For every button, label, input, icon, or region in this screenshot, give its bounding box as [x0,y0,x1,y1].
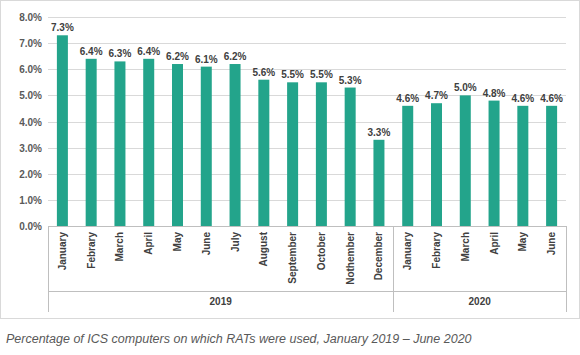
bar [86,59,97,226]
grid [48,18,566,227]
bars [57,35,557,226]
bar [373,140,384,226]
x-tick-label: June [546,232,557,256]
bar [57,35,68,226]
x-tick-label: December [373,232,384,280]
y-tick-label: 2.0% [19,169,42,180]
bar [201,67,212,226]
x-tick-label: May [172,232,183,252]
y-tick-label: 7.0% [19,38,42,49]
bar [489,101,500,226]
bar [431,103,442,226]
data-label: 6.2% [166,51,189,62]
x-axis [48,226,566,227]
x-tick-label: March [114,232,125,261]
x-tick-label: July [230,232,241,252]
bar [517,106,528,226]
x-tick-label: January [402,232,413,271]
data-label: 6.2% [224,51,247,62]
grid-line [48,43,566,44]
data-label: 4.6% [511,93,534,104]
data-label: 5.3% [339,75,362,86]
x-tick-label: May [517,232,528,252]
x-tick-label: Febrary [431,232,442,269]
bar [316,82,327,226]
grid-line [48,122,566,123]
data-label: 3.3% [368,127,391,138]
x-tick-label: January [57,232,68,271]
y-tick-label: 8.0% [19,12,42,23]
y-tick-label: 6.0% [19,64,42,75]
data-label: 6.4% [137,46,160,57]
x-tick-label: Nothember [345,232,356,285]
bar [258,80,269,226]
data-label: 5.5% [310,69,333,80]
grid-line [48,17,566,18]
y-tick-label: 3.0% [19,143,42,154]
caption: Percentage of ICS computers on which RAT… [6,332,472,346]
group-divider [566,226,567,312]
group-separator [48,291,566,292]
x-tick-label: April [489,232,500,255]
data-label: 4.6% [396,93,419,104]
bar [143,59,154,226]
bar [460,95,471,226]
chart: 0.0% 1.0% 2.0% 3.0% 4.0% 5.0% 6.0% 7.0% 8.0% 7.3%… [0,0,580,355]
y-tick-label: 4.0% [19,117,42,128]
data-label: 4.8% [483,88,506,99]
group-divider [48,226,49,312]
bar [287,82,298,226]
group-label: 2020 [469,296,492,307]
bar [402,106,413,226]
y-tick-label: 0.0% [19,221,42,232]
y-tick-label: 5.0% [19,90,42,101]
data-label: 5.5% [281,69,304,80]
x-tick-label: October [316,232,327,270]
bar [114,61,125,226]
bar [230,64,241,226]
bar [546,106,557,226]
y-tick-label: 1.0% [19,195,42,206]
x-tick-label: Febrary [86,232,97,269]
chart-frame [1,1,580,319]
x-tick-label: September [287,232,298,284]
grid-line [48,69,566,70]
data-label: 7.3% [51,22,74,33]
data-label: 4.6% [540,93,563,104]
grid-line [48,174,566,175]
data-label: 5.0% [454,82,477,93]
bar [345,88,356,226]
x-tick-label: March [460,232,471,261]
grid-line [48,226,566,227]
data-label: 4.7% [425,90,448,101]
grid-line [48,200,566,201]
data-label: 5.6% [252,67,275,78]
x-tick-label: April [143,232,154,255]
group-label: 2019 [210,296,233,307]
data-label: 6.3% [109,48,132,59]
group-divider [393,226,394,312]
data-label: 6.1% [195,54,218,65]
data-label: 6.4% [80,46,103,57]
x-tick-label: June [201,232,212,256]
x-tick-label: August [258,231,269,266]
grid-line [48,148,566,149]
bar [172,64,183,226]
